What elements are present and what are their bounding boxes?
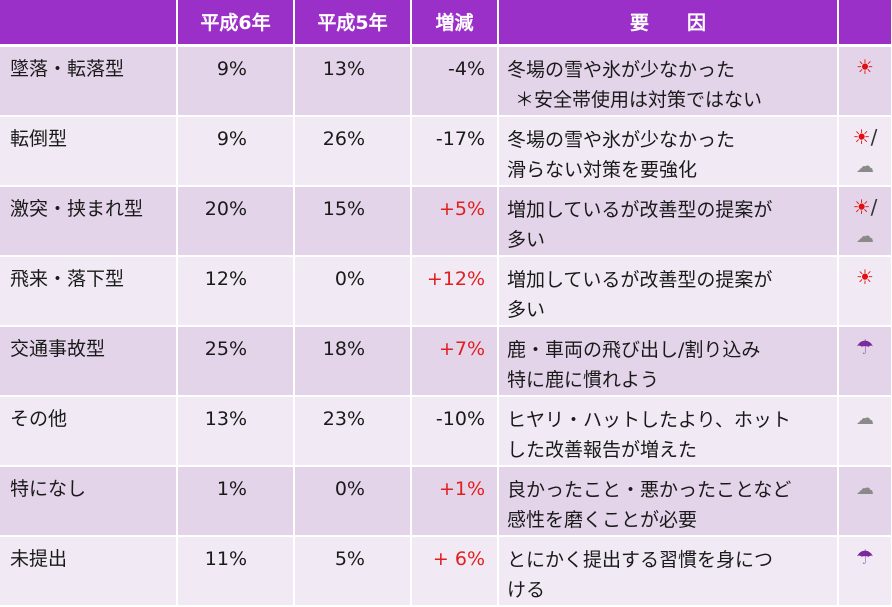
delta-value: + 6% bbox=[411, 535, 499, 607]
h5-value: 0% bbox=[294, 255, 412, 327]
sun-icon: ☀ bbox=[856, 54, 874, 79]
row-label: 飛来・落下型 bbox=[0, 255, 178, 327]
reason-cell: 冬場の雪や氷が少なかった ＊安全帯使用は対策ではない bbox=[498, 45, 839, 117]
h5-value: 5% bbox=[294, 535, 412, 607]
header-icon bbox=[838, 0, 892, 47]
reason-line-1: 鹿・車両の飛び出し/割り込み bbox=[507, 338, 761, 361]
reason-line-1: ヒヤリ・ハットしたより、ホット bbox=[507, 408, 791, 431]
reason-line-2: ける bbox=[507, 578, 546, 601]
umbrella-icon: ☂ bbox=[856, 544, 874, 569]
header-blank bbox=[0, 0, 178, 47]
h6-value: 9% bbox=[177, 45, 295, 117]
h6-value: 20% bbox=[177, 185, 295, 257]
row-label: 特になし bbox=[0, 465, 178, 537]
table-row: その他 13% 23% -10% ヒヤリ・ハットしたより、ホット した改善報告が… bbox=[0, 395, 892, 467]
cloud-icon: ☁ bbox=[856, 225, 874, 247]
delta-value: -4% bbox=[411, 45, 499, 117]
table-row: 転倒型 9% 26% -17% 冬場の雪や氷が少なかった 滑らない対策を要強化 … bbox=[0, 115, 892, 187]
icon-cell: ☀/ ☁ bbox=[838, 115, 892, 187]
row-label: 転倒型 bbox=[0, 115, 178, 187]
table-row: 飛来・落下型 12% 0% +12% 増加しているが改善型の提案が 多い ☀ bbox=[0, 255, 892, 327]
reason-line-1: とにかく提出する習慣を身につ bbox=[507, 548, 774, 571]
reason-cell: 良かったこと・悪かったことなど 感性を磨くことが必要 bbox=[498, 465, 839, 537]
h6-value: 13% bbox=[177, 395, 295, 467]
reason-line-2: 多い bbox=[507, 298, 546, 321]
delta-value: +5% bbox=[411, 185, 499, 257]
header-row: 平成6年 平成5年 増減 要 因 bbox=[0, 0, 892, 47]
cloud-icon: ☁ bbox=[856, 477, 874, 499]
reason-cell: 鹿・車両の飛び出し/割り込み 特に鹿に慣れよう bbox=[498, 325, 839, 397]
h5-value: 13% bbox=[294, 45, 412, 117]
sun-icon: ☀ bbox=[852, 124, 871, 149]
icon-cell: ☀ bbox=[838, 45, 892, 117]
delta-value: +12% bbox=[411, 255, 499, 327]
h5-value: 18% bbox=[294, 325, 412, 397]
cloud-icon: ☁ bbox=[856, 155, 874, 177]
row-label: 墜落・転落型 bbox=[0, 45, 178, 117]
sun-icon: ☀ bbox=[852, 194, 871, 219]
row-label: 未提出 bbox=[0, 535, 178, 607]
table-row: 激突・挟まれ型 20% 15% +5% 増加しているが改善型の提案が 多い ☀/… bbox=[0, 185, 892, 257]
row-label: その他 bbox=[0, 395, 178, 467]
header-h5: 平成5年 bbox=[294, 0, 412, 47]
reason-line-2: 感性を磨くことが必要 bbox=[507, 508, 698, 531]
icon-separator: / bbox=[870, 194, 878, 219]
reason-line-2: した改善報告が増えた bbox=[507, 438, 698, 461]
h6-value: 1% bbox=[177, 465, 295, 537]
icon-separator: / bbox=[870, 124, 878, 149]
sun-icon: ☀ bbox=[856, 264, 874, 289]
reason-cell: 冬場の雪や氷が少なかった 滑らない対策を要強化 bbox=[498, 115, 839, 187]
table-row: 特になし 1% 0% +1% 良かったこと・悪かったことなど 感性を磨くことが必… bbox=[0, 465, 892, 537]
h5-value: 15% bbox=[294, 185, 412, 257]
icon-cell: ☀/ ☁ bbox=[838, 185, 892, 257]
reason-line-2: ＊安全帯使用は対策ではない bbox=[515, 88, 763, 111]
delta-value: -10% bbox=[411, 395, 499, 467]
icon-cell: ☀ bbox=[838, 255, 892, 327]
reason-cell: ヒヤリ・ハットしたより、ホット した改善報告が増えた bbox=[498, 395, 839, 467]
header-delta: 増減 bbox=[411, 0, 499, 47]
h6-value: 9% bbox=[177, 115, 295, 187]
reason-line-1: 増加しているが改善型の提案が bbox=[507, 268, 773, 291]
cloud-icon: ☁ bbox=[856, 407, 874, 429]
reason-line-1: 冬場の雪や氷が少なかった bbox=[507, 58, 736, 81]
icon-cell: ☁ bbox=[838, 465, 892, 537]
delta-value: +7% bbox=[411, 325, 499, 397]
reason-cell: 増加しているが改善型の提案が 多い bbox=[498, 185, 839, 257]
h6-value: 25% bbox=[177, 325, 295, 397]
delta-value: +1% bbox=[411, 465, 499, 537]
header-reason: 要 因 bbox=[498, 0, 839, 47]
row-label: 激突・挟まれ型 bbox=[0, 185, 178, 257]
umbrella-icon: ☂ bbox=[856, 334, 874, 359]
reason-line-1: 冬場の雪や氷が少なかった bbox=[507, 128, 736, 151]
header-h6: 平成6年 bbox=[177, 0, 295, 47]
icon-cell: ☂ bbox=[838, 325, 892, 397]
icon-cell: ☂ bbox=[838, 535, 892, 607]
reason-line-2: 多い bbox=[507, 228, 546, 251]
delta-value: -17% bbox=[411, 115, 499, 187]
table-row: 墜落・転落型 9% 13% -4% 冬場の雪や氷が少なかった ＊安全帯使用は対策… bbox=[0, 45, 892, 117]
reason-line-1: 良かったこと・悪かったことなど bbox=[507, 478, 792, 501]
reason-cell: 増加しているが改善型の提案が 多い bbox=[498, 255, 839, 327]
table-row: 未提出 11% 5% + 6% とにかく提出する習慣を身につ ける ☂ bbox=[0, 535, 892, 607]
reason-cell: とにかく提出する習慣を身につ ける bbox=[498, 535, 839, 607]
icon-cell: ☁ bbox=[838, 395, 892, 467]
reason-line-2: 特に鹿に慣れよう bbox=[507, 368, 660, 391]
h6-value: 12% bbox=[177, 255, 295, 327]
row-label: 交通事故型 bbox=[0, 325, 178, 397]
h5-value: 0% bbox=[294, 465, 412, 537]
h5-value: 26% bbox=[294, 115, 412, 187]
h5-value: 23% bbox=[294, 395, 412, 467]
table-row: 交通事故型 25% 18% +7% 鹿・車両の飛び出し/割り込み 特に鹿に慣れよ… bbox=[0, 325, 892, 397]
reason-line-1: 増加しているが改善型の提案が bbox=[507, 198, 773, 221]
h6-value: 11% bbox=[177, 535, 295, 607]
reason-line-2: 滑らない対策を要強化 bbox=[507, 158, 698, 181]
